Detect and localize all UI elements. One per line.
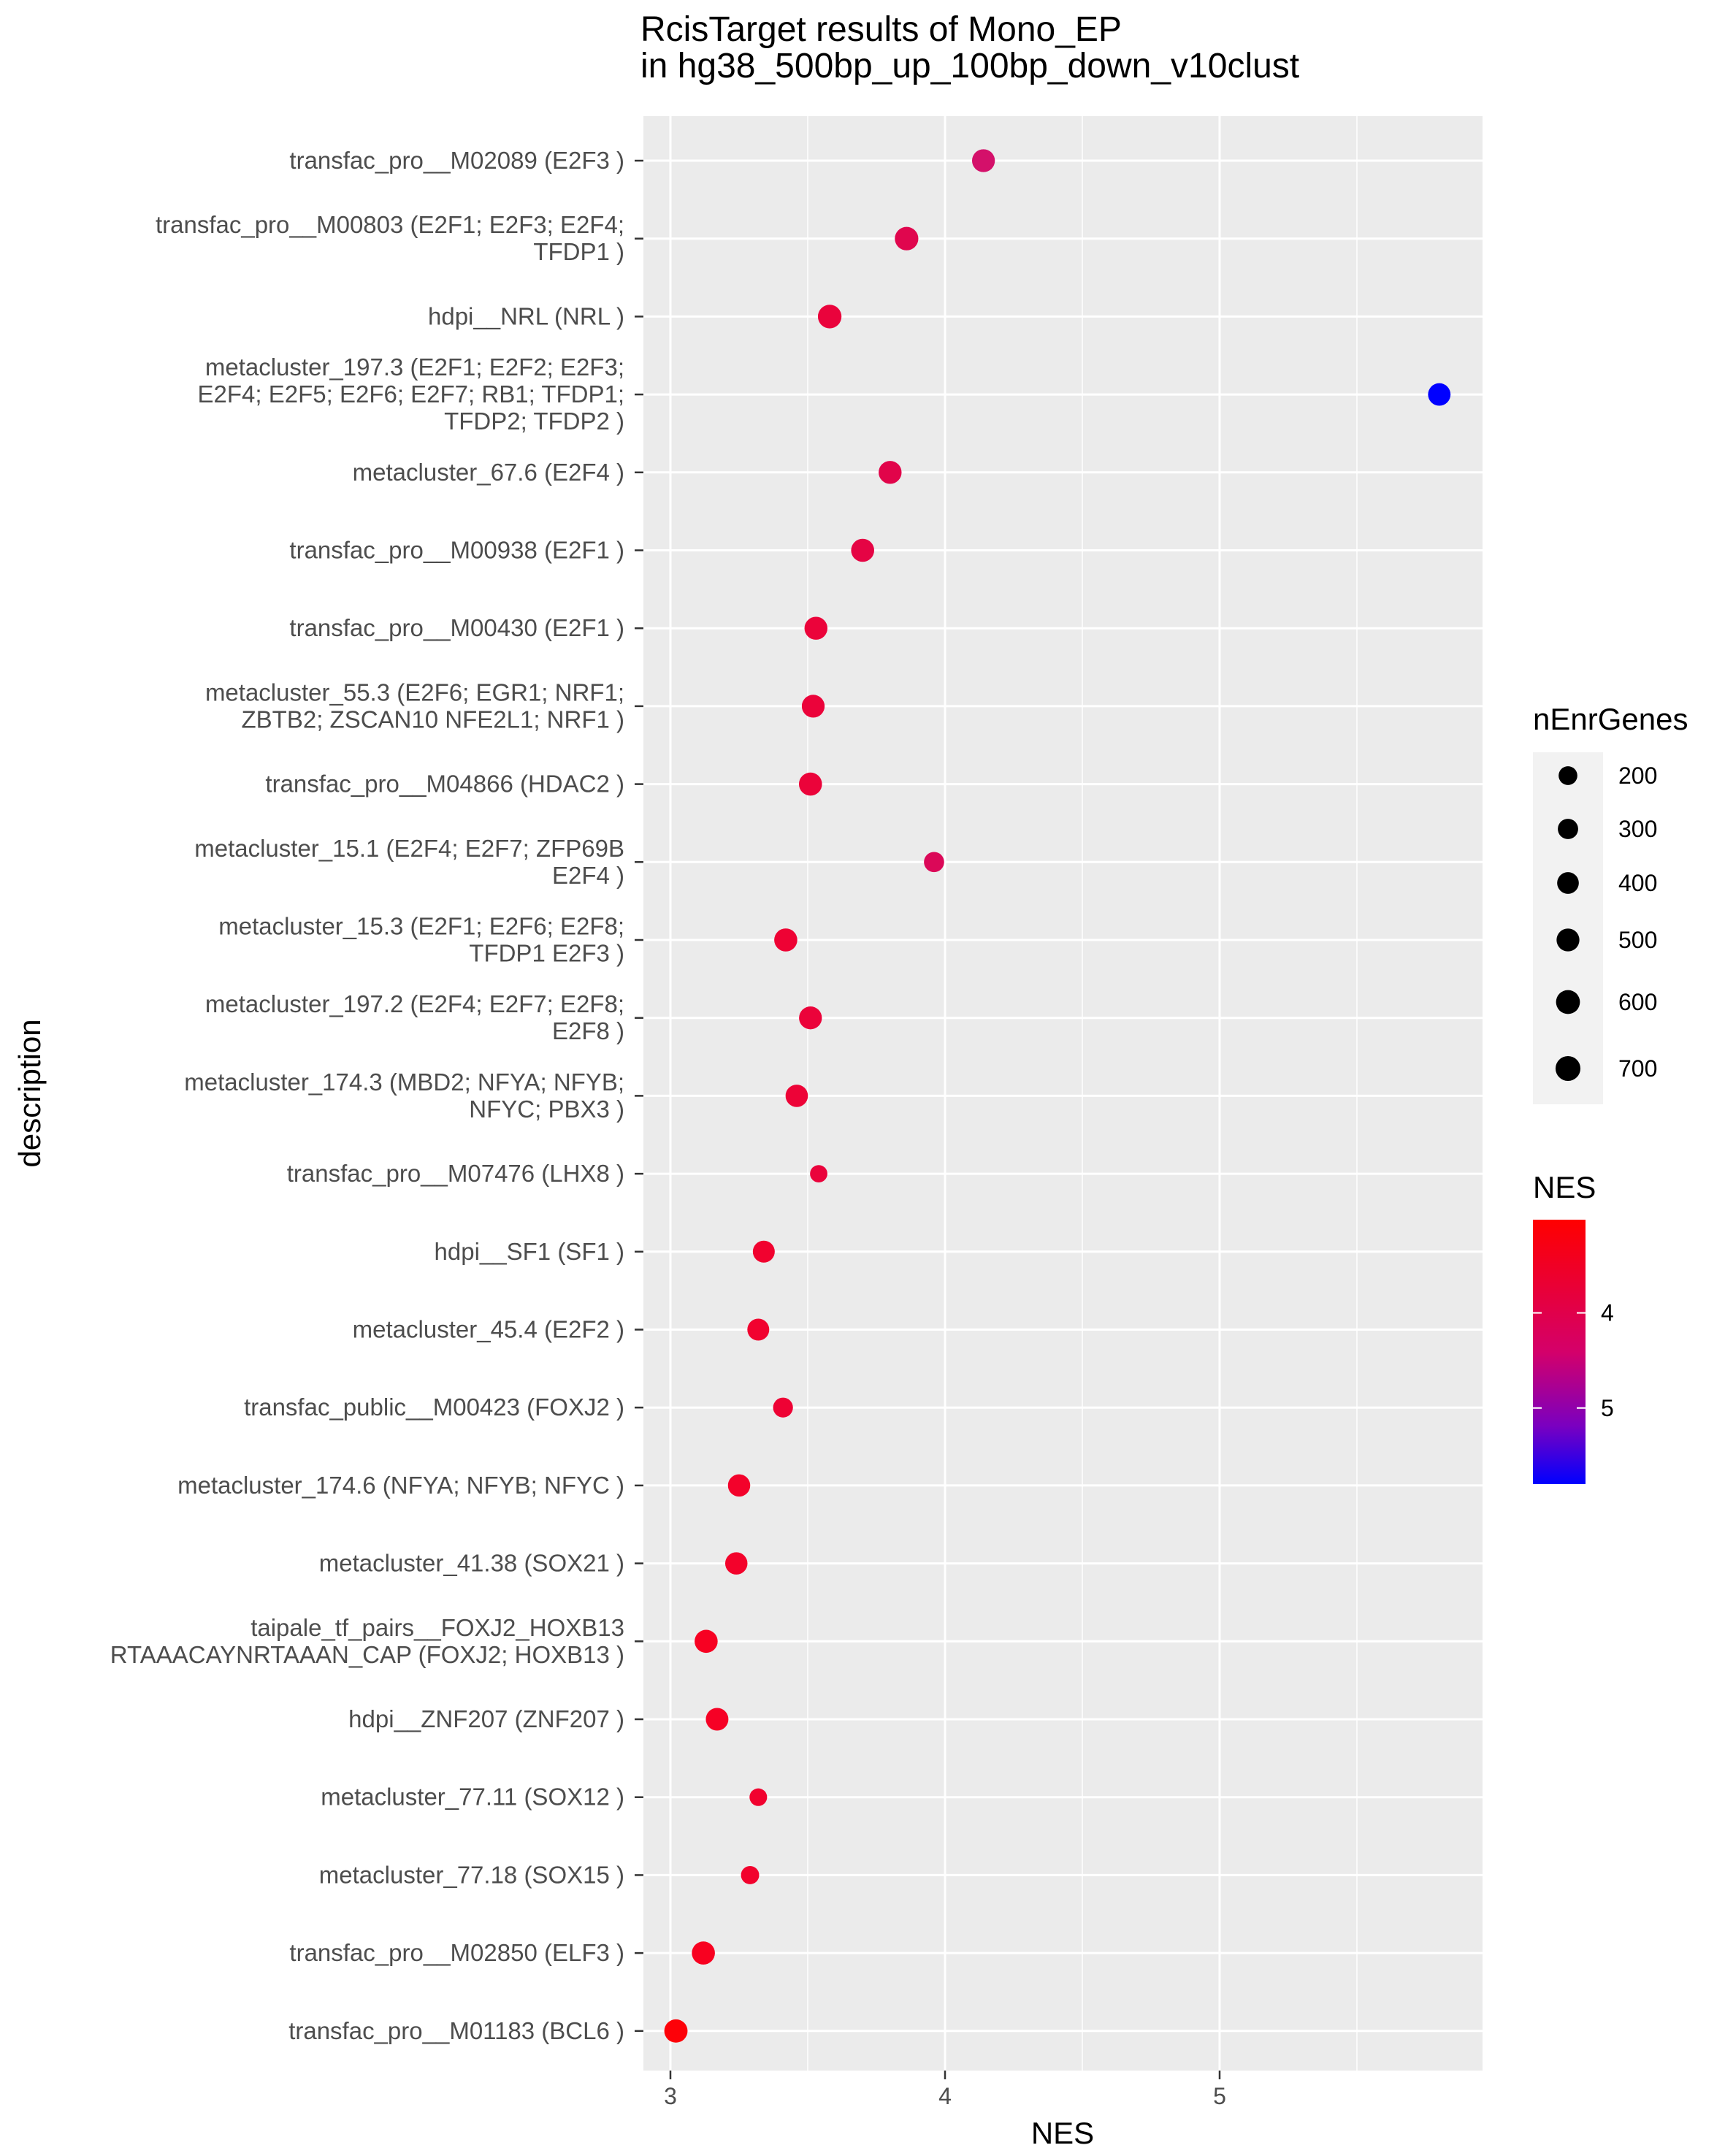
size-legend-key	[1555, 1055, 1581, 1082]
y-tick-label: E2F4 )	[552, 862, 624, 889]
size-legend-key	[1556, 990, 1580, 1014]
y-tick-label: metacluster_15.3 (E2F1; E2F6; E2F8;	[218, 913, 624, 940]
chart-title-line: RcisTarget results of Mono_EP	[640, 10, 1122, 49]
color-legend-label: 5	[1601, 1395, 1614, 1421]
data-point	[1428, 383, 1451, 406]
data-point	[971, 149, 995, 172]
data-point	[774, 928, 798, 952]
y-tick-label: TFDP1 E2F3 )	[469, 940, 624, 967]
data-point	[879, 461, 902, 484]
x-axis-title: NES	[1031, 2116, 1094, 2150]
data-point	[705, 1708, 729, 1731]
color-legend-bar	[1533, 1220, 1586, 1484]
y-tick-label: metacluster_197.2 (E2F4; E2F7; E2F8;	[205, 990, 624, 1017]
size-legend-title: nEnrGenes	[1533, 702, 1688, 736]
y-tick-label: transfac_pro__M02850 (ELF3 )	[289, 1939, 624, 1966]
size-legend-label: 200	[1618, 762, 1657, 789]
size-legend-label: 400	[1618, 870, 1657, 896]
plot-panel	[643, 116, 1483, 2071]
data-point	[773, 1397, 793, 1418]
x-tick-label: 5	[1213, 2083, 1226, 2109]
color-legend-title: NES	[1533, 1170, 1596, 1204]
x-tick-label: 3	[664, 2083, 677, 2109]
y-tick-label: hdpi__NRL (NRL )	[428, 302, 624, 329]
y-tick-label: transfac_pro__M00430 (E2F1 )	[289, 614, 624, 641]
grid-lines	[643, 116, 1483, 2071]
data-point	[692, 1941, 715, 1965]
data-point	[895, 226, 919, 251]
data-point	[695, 1629, 718, 1654]
y-tick-label: E2F8 )	[552, 1017, 624, 1044]
size-legend-key	[1558, 819, 1578, 839]
data-point	[799, 1006, 822, 1030]
size-legend-label: 700	[1618, 1055, 1657, 1082]
y-axis-title: description	[12, 1019, 47, 1167]
data-point	[817, 305, 842, 329]
x-tick-label: 4	[938, 2083, 952, 2109]
size-legend-label: 300	[1618, 816, 1657, 842]
size-legend-label: 600	[1618, 989, 1657, 1015]
y-tick-label: TFDP2; TFDP2 )	[444, 408, 624, 435]
y-tick-label: taipale_tf_pairs__FOXJ2_HOXB13	[250, 1614, 624, 1641]
y-tick-label: transfac_pro__M00803 (E2F1; E2F3; E2F4;	[156, 211, 624, 238]
data-point	[810, 1165, 827, 1182]
y-tick-label: ZBTB2; ZSCAN10 NFE2L1; NRF1 )	[242, 706, 624, 733]
y-tick-label: transfac_public__M00423 (FOXJ2 )	[244, 1394, 624, 1421]
size-legend-key	[1558, 766, 1577, 785]
size-legend-label: 500	[1618, 927, 1657, 953]
y-tick-label: metacluster_45.4 (E2F2 )	[353, 1316, 624, 1343]
data-point	[727, 1474, 751, 1497]
y-tick-label: transfac_pro__M07476 (LHX8 )	[287, 1160, 624, 1187]
size-legend-key	[1556, 928, 1580, 952]
y-tick-label: metacluster_77.18 (SOX15 )	[319, 1861, 624, 1888]
y-tick-label: metacluster_77.11 (SOX12 )	[321, 1784, 624, 1811]
data-point	[851, 538, 874, 562]
data-point	[924, 852, 944, 873]
data-point	[804, 616, 828, 640]
data-points	[664, 149, 1451, 2043]
y-tick-label: metacluster_174.3 (MBD2; NFYA; NFYB;	[184, 1069, 624, 1096]
y-tick-label: metacluster_41.38 (SOX21 )	[319, 1550, 624, 1577]
y-tick-label: transfac_pro__M01183 (BCL6 )	[288, 2017, 624, 2044]
y-tick-label: hdpi__ZNF207 (ZNF207 )	[348, 1705, 624, 1732]
y-tick-label: metacluster_174.6 (NFYA; NFYB; NFYC )	[177, 1472, 624, 1499]
y-tick-label: RTAAACAYNRTAAAN_CAP (FOXJ2; HOXB13 )	[110, 1641, 624, 1668]
color-legend-label: 4	[1601, 1300, 1614, 1326]
y-tick-label: NFYC; PBX3 )	[469, 1096, 624, 1123]
x-axis-labels: 3 4 5	[664, 2071, 1226, 2109]
data-point	[752, 1240, 775, 1263]
data-point	[749, 1788, 768, 1806]
y-tick-label: metacluster_67.6 (E2F4 )	[353, 459, 624, 486]
data-point	[801, 695, 825, 718]
data-point	[798, 772, 822, 796]
data-point	[664, 2019, 688, 2043]
y-tick-label: E2F4; E2F5; E2F6; E2F7; RB1; TFDP1;	[198, 381, 624, 408]
size-legend: nEnrGenes 200 300 400 500 600 700	[1533, 702, 1688, 1104]
y-tick-label: metacluster_15.1 (E2F4; E2F7; ZFP69B	[194, 835, 624, 862]
y-tick-label: hdpi__SF1 (SF1 )	[435, 1238, 624, 1265]
size-legend-background	[1533, 752, 1603, 1104]
size-legend-key	[1557, 872, 1579, 894]
y-tick-label: transfac_pro__M04866 (HDAC2 )	[265, 771, 624, 798]
y-tick-label: metacluster_55.3 (E2F6; EGR1; NRF1;	[205, 678, 624, 706]
y-tick-label: TFDP1 )	[533, 238, 624, 265]
y-tick-label: transfac_pro__M00938 (E2F1 )	[289, 537, 624, 564]
data-point	[785, 1085, 808, 1107]
y-axis-labels: transfac_pro__M02089 (E2F3 ) transfac_pro…	[110, 147, 643, 2044]
y-tick-label: metacluster_197.3 (E2F1; E2F2; E2F3;	[205, 353, 624, 381]
color-legend: NES 4 5	[1533, 1170, 1614, 1484]
y-tick-label: transfac_pro__M02089 (E2F3 )	[289, 147, 624, 174]
data-point	[724, 1552, 748, 1575]
chart-title-line: in hg38_500bp_up_100bp_down_v10clust	[640, 47, 1299, 85]
data-point	[747, 1318, 770, 1341]
data-point	[741, 1865, 760, 1884]
